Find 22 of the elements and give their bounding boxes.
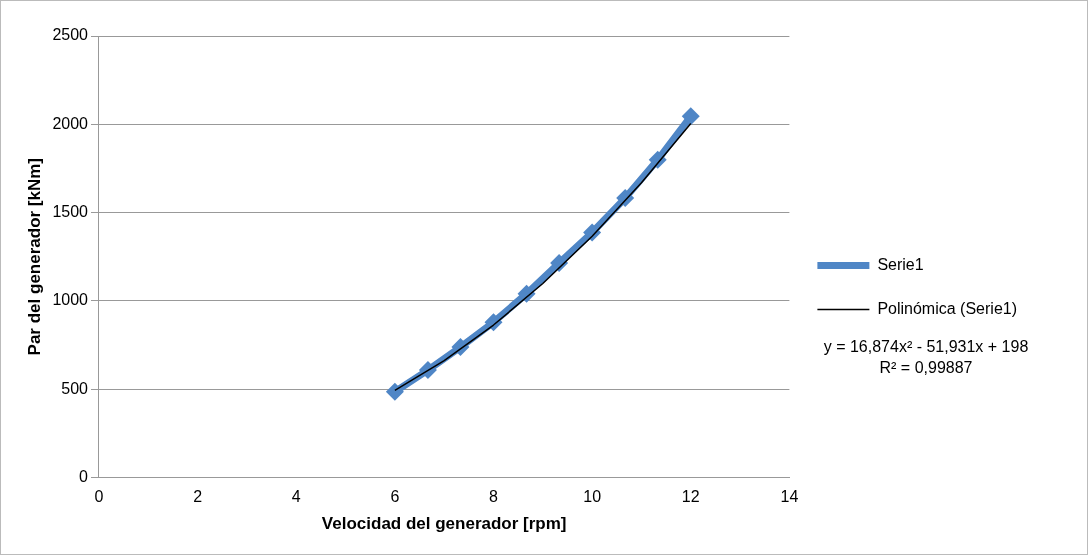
point (681, 107, 700, 126)
x-tick-label: 12 (681, 488, 700, 506)
x-tick-label: 10 (583, 488, 602, 506)
x-tick-label: 4 (291, 488, 301, 506)
legend-label: Serie1 (877, 255, 924, 273)
point (385, 382, 404, 401)
y-tick-label: 2000 (52, 114, 89, 132)
x-axis-title: Velocidad del generador [rpm] (321, 514, 567, 534)
y-tick-label: 0 (79, 467, 89, 485)
x-tick-label: 6 (390, 488, 400, 506)
y-tick-label: 2500 (52, 26, 89, 44)
y-tick-label: 500 (61, 379, 89, 397)
y-tick-label: 1500 (52, 202, 89, 220)
x-tick-label: 2 (193, 488, 203, 506)
x-tick-label: 14 (780, 488, 799, 506)
legend-label: Polinómica (Serie1) (877, 299, 1017, 317)
y-tick-label: 1000 (52, 291, 89, 309)
x-tick-label: 8 (489, 488, 499, 506)
x-tick-label: 0 (94, 488, 104, 506)
text: R² = 0,99887 (879, 358, 973, 376)
y-axis-title: Par del generador [kNm] (24, 157, 44, 356)
text: y = 16,874x² - 51,931x + 198 (823, 337, 1029, 355)
